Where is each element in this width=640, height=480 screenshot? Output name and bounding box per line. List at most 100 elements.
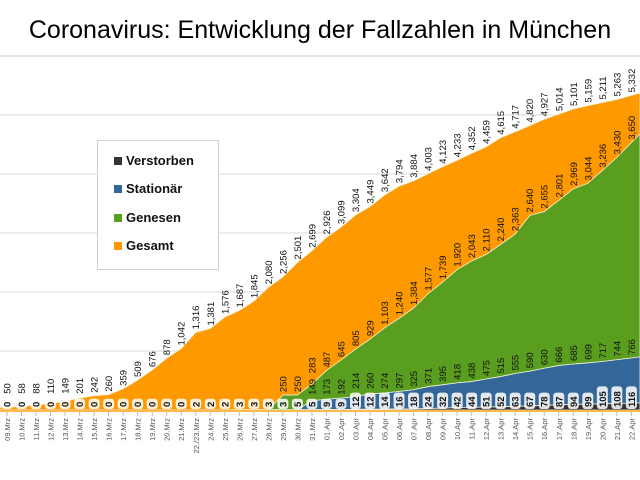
data-label-box [379, 392, 391, 409]
data-label-box [611, 386, 623, 409]
data-label-gesamt: 5,211 [598, 76, 609, 99]
data-label-verstorben: 9 [336, 402, 347, 407]
data-label-verstorben: 9 [322, 402, 333, 407]
data-label-verstorben: 0 [119, 402, 130, 407]
x-tick-label: 21.Mrz [177, 418, 186, 441]
x-tick-label: 30.Mrz [293, 418, 302, 441]
data-label-gesamt: 4,717 [511, 105, 522, 129]
data-label-gesamt: 1,687 [235, 284, 246, 308]
data-label-verstorben: 0 [90, 402, 101, 407]
data-label-verstorben: 3 [235, 402, 246, 407]
data-label-stationaer: 325 [409, 371, 420, 387]
data-label-genesen: 805 [351, 330, 362, 346]
data-label-gesamt: 3,304 [351, 188, 362, 212]
data-label-stationaer: 395 [438, 366, 449, 382]
data-label-gesamt: 260 [104, 376, 115, 392]
data-label-box [567, 392, 579, 409]
data-label-verstorben: 0 [148, 402, 159, 407]
legend-item-gesamt: Gesamt [114, 238, 174, 253]
data-label-verstorben: 3 [278, 402, 289, 407]
data-label-verstorben: 2 [191, 402, 202, 407]
x-tick-label: 29.Mrz [279, 418, 288, 441]
data-label-box [117, 398, 129, 409]
data-label-gesamt: 878 [162, 339, 173, 355]
data-label-box [233, 398, 245, 409]
x-tick-label: 07.Apr [410, 418, 419, 441]
x-tick-label: 19.Mrz [148, 418, 157, 441]
data-label-box [306, 398, 318, 409]
data-label-box [466, 392, 478, 409]
data-label-verstorben: 0 [46, 402, 57, 407]
data-label-verstorben: 67 [525, 396, 536, 407]
data-label-box [320, 398, 332, 409]
x-tick-label: 12.Mrz [47, 418, 56, 441]
data-label-stationaer: 685 [569, 345, 580, 361]
data-label-verstorben: 32 [438, 396, 449, 407]
data-label-box [364, 392, 376, 409]
data-label-verstorben: 18 [409, 396, 420, 407]
x-tick-label: 14.Apr [511, 418, 520, 441]
data-label-box [480, 392, 492, 409]
data-label-gesamt: 5,101 [569, 82, 580, 106]
data-label-box [59, 398, 71, 409]
data-label-gesamt: 4,123 [438, 140, 449, 164]
legend-label: Stationär [126, 181, 183, 196]
data-label-box [451, 392, 463, 409]
data-label-box [219, 398, 231, 409]
data-label-gesamt: 2,926 [322, 211, 333, 235]
data-label-gesamt: 1,042 [177, 322, 188, 346]
data-label-stationaer: 590 [525, 352, 536, 368]
data-label-gesamt: 4,820 [525, 99, 536, 123]
data-label-box [277, 398, 289, 409]
data-label-gesamt: 4,233 [453, 133, 464, 157]
x-tick-label: 12.Apr [482, 418, 491, 441]
x-tick-label: 11.Mrz [32, 418, 41, 441]
x-tick-label: 01.Apr [322, 418, 331, 441]
data-label-verstorben: 0 [177, 402, 188, 407]
data-label-box [204, 398, 216, 409]
data-label-stationaer: 371 [424, 368, 435, 384]
data-label-verstorben: 63 [511, 396, 522, 407]
x-tick-label: 24.Mrz [206, 418, 215, 441]
data-label-verstorben: 99 [583, 396, 594, 407]
data-label-box [16, 398, 28, 409]
data-label-verstorben: 14 [380, 396, 391, 407]
data-label-box [509, 392, 521, 409]
data-label-box [553, 392, 565, 409]
data-label-box [291, 398, 303, 409]
data-label-genesen: 2,969 [569, 162, 580, 186]
x-tick-label: 14.Mrz [76, 418, 85, 441]
data-label-stationaer: 515 [496, 358, 507, 374]
x-tick-label: 10.Apr [453, 418, 462, 441]
x-tick-label: 18.Mrz [134, 418, 143, 441]
data-label-verstorben: 3 [249, 402, 260, 407]
data-label-gesamt: 4,352 [467, 126, 478, 150]
legend-swatch-verstorben [114, 156, 122, 165]
data-label-stationaer: 699 [583, 344, 594, 360]
data-label-genesen: 1,240 [395, 292, 406, 316]
x-tick-label: 22./23.Mrz [192, 418, 201, 454]
x-tick-label: 06.Apr [395, 418, 404, 441]
data-label-gesamt: 201 [75, 378, 86, 394]
data-label-genesen: 3,044 [583, 157, 594, 181]
x-tick-label: 31.Mrz [308, 418, 317, 441]
data-label-genesen: 2,110 [482, 228, 493, 251]
data-label-genesen: 1,384 [409, 281, 420, 305]
legend-swatch-genesen [114, 213, 122, 222]
data-label-box [582, 392, 594, 409]
data-label-gesamt: 3,884 [409, 154, 420, 178]
data-label-box [132, 398, 144, 409]
data-label-verstorben: 0 [75, 402, 86, 407]
data-label-gesamt: 2,699 [307, 224, 318, 248]
data-label-verstorben: 5 [307, 401, 318, 407]
data-label-gesamt: 509 [133, 361, 144, 377]
data-label-genesen: 3,430 [612, 131, 623, 155]
data-label-gesamt: 2,256 [278, 250, 289, 274]
x-tick-label: 02.Apr [337, 418, 346, 441]
data-label-box [262, 398, 274, 409]
data-label-verstorben: 12 [366, 396, 377, 407]
data-label-genesen: 487 [322, 352, 333, 368]
x-tick-label: 22.Apr [627, 418, 636, 441]
x-tick-label: 03.Apr [351, 418, 360, 441]
data-label-verstorben: 5 [293, 401, 304, 407]
